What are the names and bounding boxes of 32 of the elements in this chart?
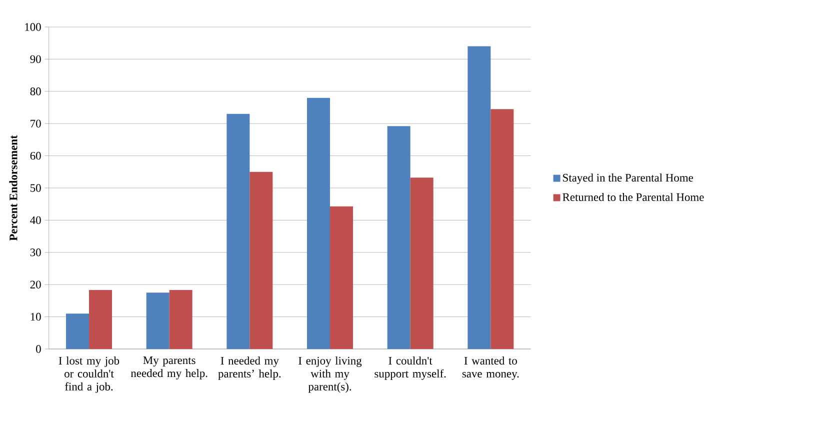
bar bbox=[250, 172, 273, 349]
y-axis-title: Percent Endorsement bbox=[9, 135, 18, 241]
bar bbox=[468, 46, 491, 349]
y-tick-label: 70 bbox=[30, 120, 41, 128]
x-tick-label: I needed my parents’ help. bbox=[218, 356, 281, 380]
y-tick-label: 80 bbox=[30, 88, 41, 96]
bar bbox=[410, 178, 434, 349]
x-tick-label: I wanted to save money. bbox=[462, 356, 519, 380]
y-tick-label: 100 bbox=[25, 23, 41, 31]
x-tick-label: I enjoy living with my parent(s). bbox=[298, 356, 362, 393]
x-tick-label: I lost my job or couldn't find a job. bbox=[58, 356, 120, 393]
bar bbox=[146, 292, 170, 349]
y-tick-label: 90 bbox=[30, 55, 41, 64]
y-tick-label: 0 bbox=[36, 345, 41, 353]
x-tick-label: My parents needed my help. bbox=[130, 356, 208, 380]
bar bbox=[387, 126, 410, 349]
bar bbox=[490, 109, 514, 349]
y-tick-label: 10 bbox=[30, 312, 41, 321]
x-tick-label: I couldn't support myself. bbox=[374, 356, 446, 380]
bar bbox=[169, 290, 192, 349]
y-tick-label: 40 bbox=[30, 216, 41, 224]
legend-label: Stayed in the Parental Home bbox=[563, 174, 693, 184]
y-tick-label: 20 bbox=[30, 280, 41, 288]
y-tick-label: 50 bbox=[30, 184, 41, 192]
bar bbox=[226, 114, 250, 349]
bar bbox=[89, 290, 112, 349]
bar bbox=[330, 206, 354, 349]
y-tick-label: 30 bbox=[30, 248, 41, 256]
y-tick-label: 60 bbox=[30, 152, 41, 160]
legend-label: Returned to the Parental Home bbox=[562, 192, 704, 202]
bar bbox=[66, 314, 90, 349]
bar bbox=[307, 98, 330, 349]
